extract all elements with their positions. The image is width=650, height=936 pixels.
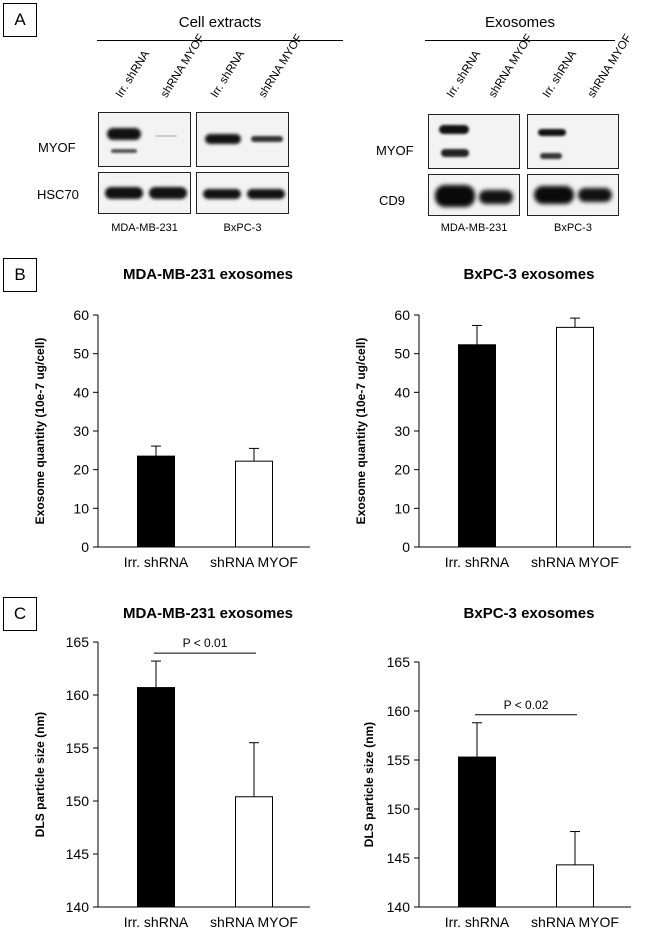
- bar: [137, 687, 175, 908]
- row-label-myof: MYOF: [376, 143, 414, 158]
- y-tick-label: 10: [73, 500, 89, 516]
- chart-title: BxPC-3 exosomes: [464, 266, 595, 283]
- y-tick-label: 30: [73, 423, 89, 439]
- y-tick-label: 140: [387, 899, 411, 915]
- cell-line-label: MDA-MB-231: [440, 222, 508, 234]
- x-tick-label: shRNA MYOF: [210, 914, 298, 930]
- bar: [137, 455, 175, 548]
- p-value-label: P < 0.01: [183, 636, 228, 650]
- y-tick-label: 60: [394, 307, 410, 323]
- lane-label: shRNA MYOF: [585, 32, 635, 100]
- y-tick-label: 40: [394, 384, 410, 400]
- y-tick-label: 50: [394, 346, 410, 362]
- y-tick-label: 50: [73, 346, 89, 362]
- y-tick-label: 0: [402, 539, 410, 555]
- x-tick-label: shRNA MYOF: [531, 914, 619, 930]
- exosomes-rule: [425, 40, 615, 41]
- y-tick-label: 165: [66, 634, 90, 650]
- y-tick-label: 140: [66, 899, 90, 915]
- blot-myof-exo-mda: [428, 114, 520, 169]
- row-label-cd9: CD9: [379, 193, 406, 208]
- chart-b-mda: MDA-MB-231 exosomes Exosome quantity (10e…: [33, 266, 310, 570]
- panel-label-a: A: [3, 3, 37, 37]
- y-axis-label: Exosome quantity (10e-7 ug/cell): [354, 338, 368, 525]
- blot-cd9-exo-mda: [428, 174, 520, 216]
- chart-c-mda: MDA-MB-231 exosomes DLS particle size (nm…: [33, 605, 310, 930]
- y-tick-label: 145: [387, 850, 411, 866]
- lane-label: shRNA MYOF: [486, 32, 536, 100]
- y-tick-label: 20: [73, 462, 89, 478]
- blot-myof-exo-bxpc3: [527, 114, 619, 169]
- lane-label: Irr. shRNA: [540, 48, 580, 100]
- y-tick-label: 30: [394, 423, 410, 439]
- lane-label: shRNA MYOF: [256, 32, 306, 100]
- bar: [235, 796, 273, 908]
- y-tick-label: 40: [73, 384, 89, 400]
- blot-hsc70-bxpc3: [196, 172, 289, 214]
- lane-label: Irr. shRNA: [444, 48, 484, 100]
- cell-line-label: BxPC-3: [223, 222, 262, 234]
- chart-title: BxPC-3 exosomes: [464, 605, 595, 622]
- y-axis-label: DLS particle size (nm): [33, 712, 47, 837]
- lane-label: Irr. shRNA: [113, 48, 153, 100]
- cell-line-label: MDA-MB-231: [111, 222, 178, 234]
- bar: [235, 460, 273, 548]
- y-tick-label: 10: [394, 500, 410, 516]
- p-value-label: P < 0.02: [504, 698, 549, 712]
- x-tick-label: Irr. shRNA: [124, 554, 189, 570]
- chart-title: MDA-MB-231 exosomes: [123, 605, 293, 622]
- chart-title: MDA-MB-231 exosomes: [123, 266, 293, 283]
- y-tick-label: 150: [387, 801, 411, 817]
- x-tick-label: shRNA MYOF: [531, 554, 619, 570]
- row-label-myof: MYOF: [38, 140, 76, 155]
- x-tick-label: Irr. shRNA: [445, 554, 510, 570]
- cell-extracts-title: Cell extracts: [178, 14, 262, 31]
- x-tick-label: Irr. shRNA: [124, 914, 189, 930]
- y-tick-label: 155: [387, 752, 411, 768]
- chart-c-bxpc3: BxPC-3 exosomes DLS particle size (nm) 140…: [362, 605, 631, 930]
- panel-label-b: B: [3, 258, 37, 292]
- x-tick-label: shRNA MYOF: [210, 554, 298, 570]
- y-tick-label: 160: [387, 703, 411, 719]
- exosomes-title: Exosomes: [484, 14, 556, 31]
- y-tick-label: 0: [81, 539, 89, 555]
- blot-cd9-exo-bxpc3: [527, 174, 619, 216]
- chart-b-bxpc3: BxPC-3 exosomes Exosome quantity (10e-7 u…: [354, 266, 631, 570]
- lane-label: shRNA MYOF: [158, 32, 208, 100]
- y-axis-label: DLS particle size (nm): [362, 722, 376, 847]
- y-tick-label: 150: [66, 793, 90, 809]
- blot-hsc70-mda: [98, 172, 191, 214]
- y-tick-label: 165: [387, 654, 411, 670]
- row-label-hsc70: HSC70: [37, 187, 79, 202]
- y-tick-label: 155: [66, 740, 90, 756]
- cell-extracts-rule: [97, 40, 343, 41]
- bar: [556, 326, 594, 548]
- bar: [458, 344, 496, 548]
- y-tick-label: 20: [394, 462, 410, 478]
- y-tick-label: 160: [66, 687, 90, 703]
- blot-myof-bxpc3: [196, 112, 289, 167]
- blot-myof-mda: [98, 112, 191, 167]
- lane-label: Irr. shRNA: [208, 48, 248, 100]
- bar: [556, 864, 594, 908]
- x-tick-label: Irr. shRNA: [445, 914, 510, 930]
- panel-label-c: C: [3, 597, 37, 631]
- y-tick-label: 60: [73, 307, 89, 323]
- bar: [458, 756, 496, 908]
- y-axis-label: Exosome quantity (10e-7 ug/cell): [33, 338, 47, 525]
- cell-line-label: BxPC-3: [554, 222, 592, 234]
- y-tick-label: 145: [66, 846, 90, 862]
